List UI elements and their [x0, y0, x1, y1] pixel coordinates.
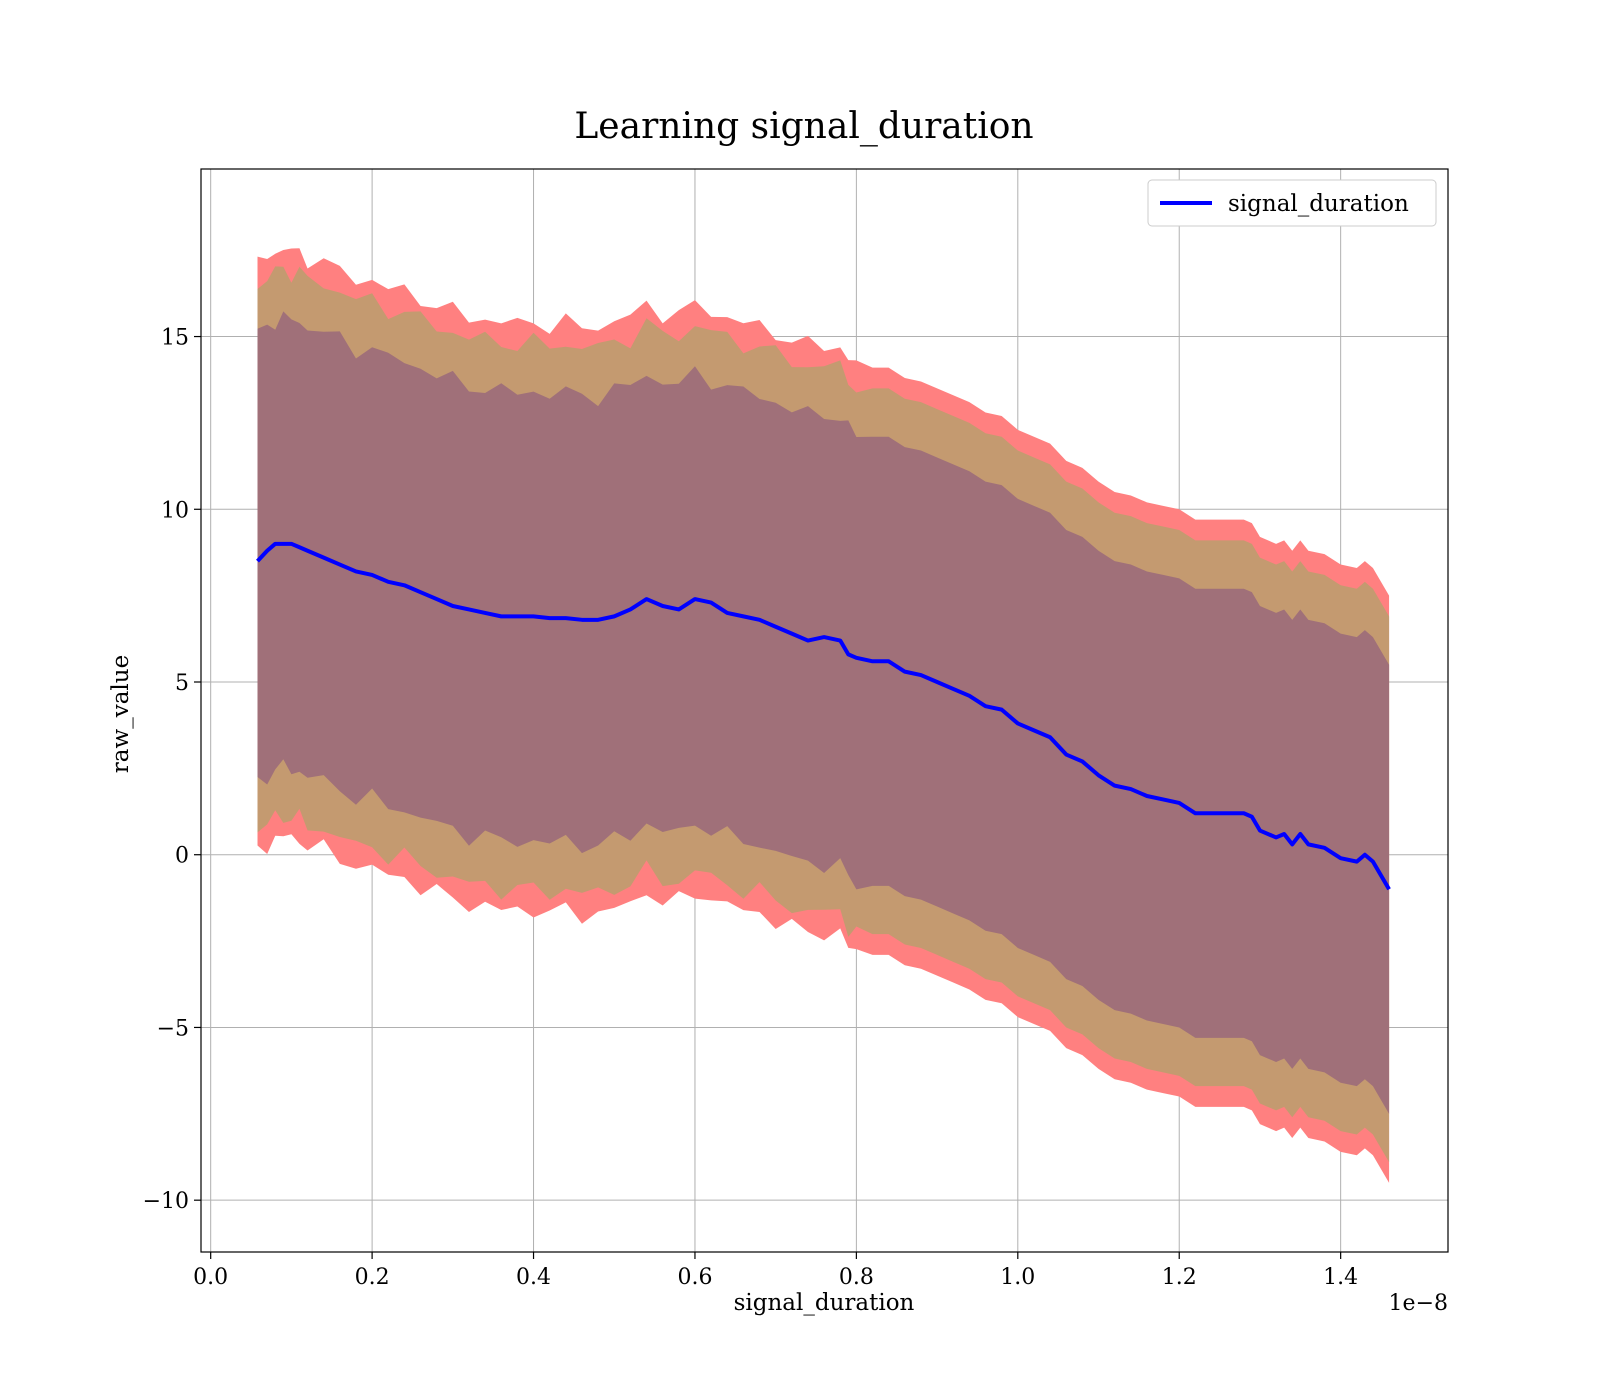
y-tick-label: 5	[175, 671, 189, 696]
y-axis-label: raw_value	[108, 655, 134, 773]
y-tick-label: −5	[157, 1016, 189, 1041]
x-tick-label: 1.2	[1162, 1265, 1197, 1290]
confidence-bands	[257, 248, 1390, 1183]
x-axis-ticks: 0.0 0.2 0.4 0.6 0.8 1.0 1.2 1.4	[193, 1252, 1358, 1290]
y-tick-label: −10	[143, 1189, 189, 1214]
x-tick-label: 0.0	[193, 1265, 228, 1290]
y-axis-ticks: −10 −5 0 5 10 15	[143, 326, 201, 1214]
x-axis-label: signal_duration	[734, 1290, 915, 1316]
x-tick-label: 0.8	[839, 1265, 874, 1290]
y-tick-label: 0	[175, 844, 189, 869]
y-tick-label: 10	[161, 498, 189, 523]
series-line-signal-duration	[256, 541, 1391, 891]
y-tick-label: 15	[161, 326, 189, 351]
series-lines	[256, 541, 1391, 891]
x-axis-offset-label: 1e−8	[1389, 1291, 1448, 1316]
legend-entry-signal-duration: signal_duration	[1228, 191, 1409, 217]
x-tick-label: 1.0	[1000, 1265, 1035, 1290]
chart-title: Learning signal_duration	[574, 106, 1033, 147]
x-tick-label: 0.2	[355, 1265, 390, 1290]
legend: signal_duration	[1147, 179, 1437, 227]
x-tick-label: 1.4	[1323, 1265, 1358, 1290]
legend-frame	[1147, 179, 1437, 227]
plot-frame	[200, 168, 1449, 1253]
x-tick-label: 0.4	[516, 1265, 551, 1290]
x-tick-label: 0.6	[677, 1265, 712, 1290]
band-inner	[257, 311, 1390, 1114]
